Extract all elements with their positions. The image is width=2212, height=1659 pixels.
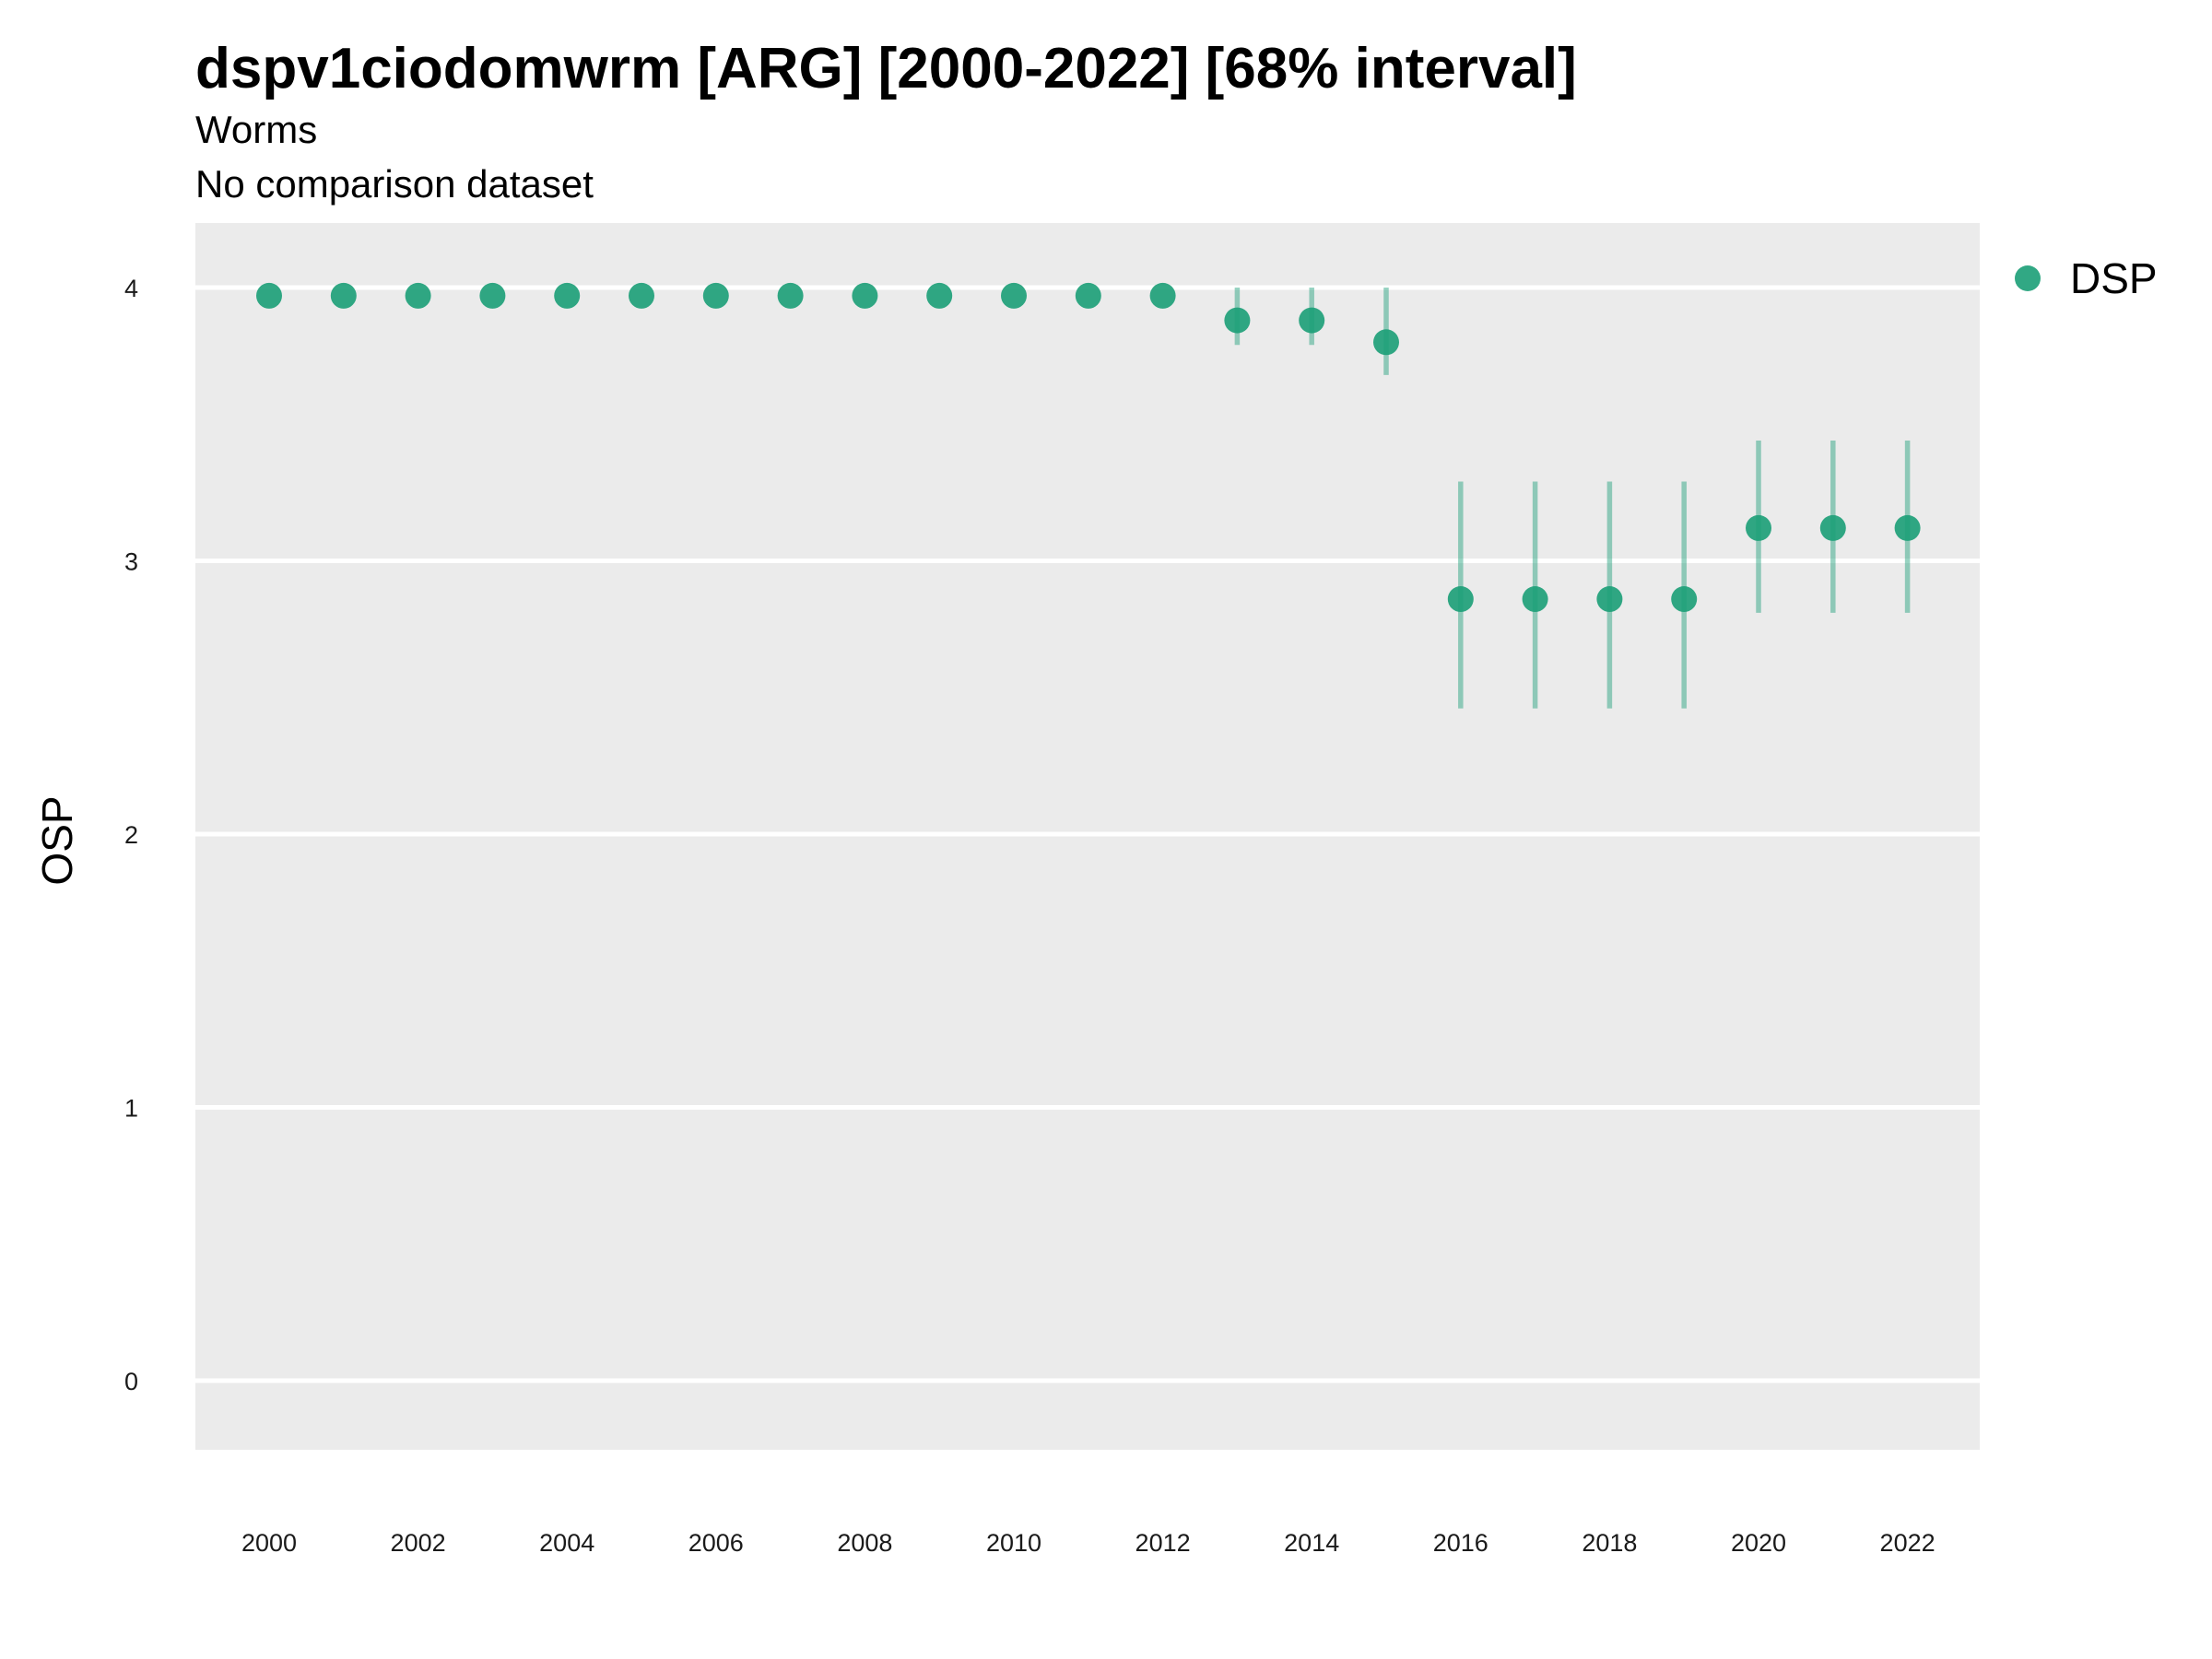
gridlines [195, 285, 1980, 1383]
data-point-2010 [1001, 282, 1027, 309]
x-tick-label: 2016 [1433, 1529, 1488, 1557]
data-point-2004 [554, 282, 581, 309]
y-axis-label: OSP [33, 795, 81, 885]
data-point-2014 [1299, 307, 1325, 334]
data-point-2015 [1373, 329, 1399, 356]
legend-swatch-dsp [2015, 265, 2041, 291]
legend-label-dsp: DSP [2070, 254, 2158, 302]
y-tick-label: 0 [124, 1368, 138, 1395]
data-point-2002 [405, 282, 431, 309]
data-point-2000 [256, 282, 282, 309]
chart-title: dspv1ciodomwrm [ARG] [2000-2022] [68% in… [195, 37, 1577, 100]
chart-subtitle: Worms [195, 108, 317, 151]
chart-caption: No comparison dataset [195, 162, 594, 206]
y-tick-label: 3 [124, 548, 138, 576]
data-point-2005 [629, 282, 654, 309]
data-point-2003 [479, 282, 506, 309]
x-tick-label: 2018 [1582, 1529, 1637, 1557]
data-point-2008 [852, 282, 878, 309]
data-point-2022 [1894, 514, 1921, 541]
x-tick-label: 2000 [241, 1529, 297, 1557]
x-tick-labels: 2000 2002 2004 2006 2008 2010 2012 2014 2016 2018… [241, 1529, 1936, 1557]
data-point-2017 [1522, 586, 1548, 613]
data-point-2013 [1224, 307, 1251, 334]
x-tick-label: 2022 [1880, 1529, 1936, 1557]
data-point-2020 [1746, 514, 1771, 541]
data-point-2007 [777, 282, 804, 309]
x-tick-label: 2012 [1135, 1529, 1191, 1557]
data-point-2019 [1671, 586, 1698, 613]
data-point-2001 [330, 282, 357, 309]
x-tick-label: 2010 [986, 1529, 1041, 1557]
y-tick-labels: 0 1 2 3 4 [124, 275, 138, 1395]
x-tick-label: 2020 [1731, 1529, 1786, 1557]
data-point-2006 [702, 282, 729, 309]
data-point-2011 [1075, 282, 1101, 309]
y-tick-label: 4 [124, 275, 138, 302]
data-points [256, 282, 1921, 613]
x-tick-label: 2002 [391, 1529, 446, 1557]
x-tick-label: 2014 [1284, 1529, 1339, 1557]
data-point-2012 [1149, 282, 1176, 309]
x-tick-label: 2006 [688, 1529, 744, 1557]
x-tick-label: 2008 [837, 1529, 892, 1557]
data-point-2021 [1819, 514, 1846, 541]
y-tick-label: 2 [124, 821, 138, 849]
data-point-2009 [926, 282, 953, 309]
data-point-2016 [1447, 586, 1474, 613]
x-tick-label: 2004 [539, 1529, 594, 1557]
data-point-2018 [1596, 586, 1623, 613]
y-tick-label: 1 [124, 1095, 138, 1123]
legend: DSP [2015, 254, 2158, 302]
